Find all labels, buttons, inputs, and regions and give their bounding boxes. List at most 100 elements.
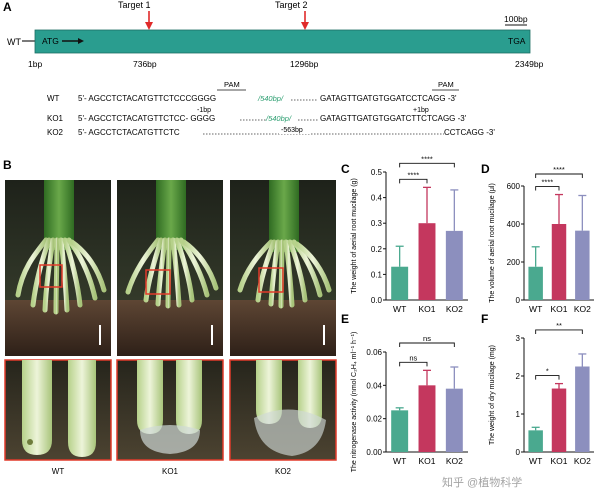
e-significance-label: ns xyxy=(423,334,431,343)
seq-ko1-gap: /540bp/ xyxy=(265,114,292,123)
seq-ko2-right: CCTCAGG -3' xyxy=(444,128,495,137)
position-target2: 1296bp xyxy=(290,59,319,69)
target1-label: Target 1 xyxy=(118,0,151,10)
seq-ko2-left: 5'- AGCCTCTACATGTTCTC xyxy=(78,128,180,137)
f-x-tick-label: WT xyxy=(529,456,542,466)
c-y-tick-label: 0.4 xyxy=(371,194,383,203)
photo-label-ko1: KO1 xyxy=(162,467,179,476)
photo-ko2 xyxy=(230,180,336,356)
closeup-ko2 xyxy=(229,359,337,461)
d-bar-wt xyxy=(528,266,543,300)
watermark: 知乎 @植物科学 xyxy=(442,475,522,489)
f-bar-ko2 xyxy=(575,366,590,452)
position-start: 1bp xyxy=(28,59,42,69)
f-x-tick-label: KO1 xyxy=(550,456,567,466)
d-x-tick-label: KO2 xyxy=(574,304,591,314)
d-y-tick-label: 400 xyxy=(507,220,521,229)
scale-bar-label: 100bp xyxy=(504,14,528,24)
target1-arrow-head xyxy=(145,22,153,30)
seq-ko2-name: KO2 xyxy=(47,128,64,137)
f-significance-label: ** xyxy=(556,321,562,330)
c-bar-ko1 xyxy=(418,223,436,300)
d-y-tick-label: 0 xyxy=(516,296,521,305)
c-bar-wt xyxy=(391,266,409,300)
c-y-axis-label: The weight of aerial root mucilage (g) xyxy=(351,178,358,294)
closeup-wt xyxy=(4,359,112,461)
d-y-tick-label: 600 xyxy=(507,182,521,191)
f-x-tick-label: KO2 xyxy=(574,456,591,466)
d-y-axis-label: The volume of aerial root mucilage (μl) xyxy=(489,183,496,303)
seq-wt-name: WT xyxy=(47,94,60,103)
e-x-tick-label: KO2 xyxy=(446,456,463,466)
panel-label-c: C xyxy=(341,162,350,176)
c-significance-label: **** xyxy=(421,154,433,163)
gene-body xyxy=(34,29,531,54)
e-x-tick-label: WT xyxy=(393,456,406,466)
e-y-tick-label: 0.04 xyxy=(366,381,382,390)
c-y-tick-label: 0.0 xyxy=(371,296,383,305)
e-significance-bracket xyxy=(399,342,455,347)
photo-label-wt: WT xyxy=(52,467,65,476)
panel-label-b: B xyxy=(3,158,12,172)
d-significance-label: **** xyxy=(553,165,565,174)
f-y-tick-label: 3 xyxy=(516,334,521,343)
c-x-tick-label: WT xyxy=(393,304,406,314)
f-significance-bracket xyxy=(535,329,583,334)
d-y-tick-label: 200 xyxy=(507,258,521,267)
e-y-tick-label: 0.02 xyxy=(366,415,382,424)
c-significance-bracket xyxy=(399,162,455,168)
e-bar-ko1 xyxy=(418,385,436,452)
start-arrow-head xyxy=(78,38,84,44)
c-x-tick-label: KO1 xyxy=(418,304,435,314)
d-significance-bracket xyxy=(535,173,583,178)
seq-ko1-left: 5'- AGCCTCTACATGTTCTCC- GGGG xyxy=(78,114,215,123)
photo-label-ko2: KO2 xyxy=(275,467,292,476)
d-significance-label: **** xyxy=(541,178,553,187)
d-significance-bracket xyxy=(535,186,560,191)
c-bar-ko2 xyxy=(445,230,463,300)
stop-codon-label: TGA xyxy=(508,36,526,46)
e-y-tick-label: 0.06 xyxy=(366,348,382,357)
d-x-tick-label: KO1 xyxy=(550,304,567,314)
seq-wt-right: GATAGTTGATGTGGATCCTCAGG -3' xyxy=(320,94,457,103)
panel-label-e: E xyxy=(341,312,349,326)
d-bar-ko1 xyxy=(551,224,567,300)
e-y-tick-label: 0.00 xyxy=(366,448,382,457)
seq-ko2-gap: -563bp xyxy=(281,127,303,134)
f-significance-label: * xyxy=(546,367,549,376)
photo-wt xyxy=(5,180,111,356)
panel-label-f: F xyxy=(481,312,488,326)
f-bar-ko1 xyxy=(551,388,567,452)
c-significance-label: **** xyxy=(407,170,419,179)
position-target1: 736bp xyxy=(133,59,157,69)
photo-ko1 xyxy=(117,180,223,356)
panel-label-a: A xyxy=(3,0,12,14)
f-y-tick-label: 2 xyxy=(516,372,521,381)
e-bar-wt xyxy=(391,410,409,452)
seq-ko1-right: GATAGTTGATGTGGATCTTCTCAGG -3' xyxy=(320,114,467,123)
c-x-tick-label: KO2 xyxy=(446,304,463,314)
c-y-tick-label: 0.5 xyxy=(371,168,383,177)
f-significance-bracket xyxy=(535,375,560,380)
ko1-deletion-label: -1bp xyxy=(197,107,211,114)
seq-wt-gap: /540bp/ xyxy=(257,94,284,103)
ko1-insertion-label: +1bp xyxy=(413,107,429,114)
position-end: 2349bp xyxy=(515,59,544,69)
pam-label-1: PAM xyxy=(224,80,240,89)
e-x-tick-label: KO1 xyxy=(418,456,435,466)
panel-label-d: D xyxy=(481,162,490,176)
f-y-axis-label: The weight of dry mucilage (mg) xyxy=(489,345,496,445)
target2-arrow-head xyxy=(301,22,309,30)
gene-wt-label: WT xyxy=(7,37,21,47)
pam-label-2: PAM xyxy=(438,80,454,89)
seq-ko1-name: KO1 xyxy=(47,114,64,123)
e-significance-label: ns xyxy=(409,353,417,362)
c-y-tick-label: 0.2 xyxy=(371,245,383,254)
d-bar-ko2 xyxy=(575,230,590,300)
f-bar-wt xyxy=(528,430,543,452)
closeup-ko1 xyxy=(116,359,224,461)
e-y-axis-label: The nitrogenase activity (nmol C₂H₄ ml⁻¹… xyxy=(351,332,358,473)
f-y-tick-label: 0 xyxy=(516,448,521,457)
